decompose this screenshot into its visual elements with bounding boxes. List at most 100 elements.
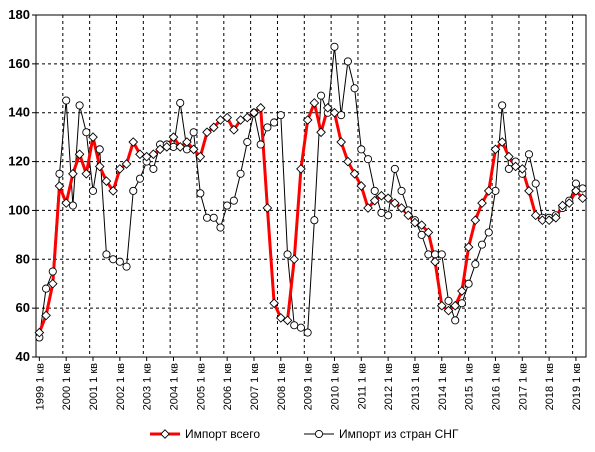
data-point-circle <box>202 213 212 222</box>
data-point-circle <box>384 211 393 220</box>
data-point-circle <box>109 255 118 264</box>
data-point-diamond <box>430 256 440 267</box>
x-tick-label: 2005 1 кв <box>195 363 207 411</box>
x-axis: 1999 1 кв 2000 1 кв 2001 1 кв 2002 1 кв 2003… <box>34 357 583 410</box>
x-tick-label: 2007 1 кв <box>249 363 261 411</box>
data-point-diamond <box>54 181 65 191</box>
data-point-diamond <box>396 203 407 213</box>
data-point-diamond <box>571 186 581 196</box>
data-point-diamond <box>336 137 347 147</box>
data-point-diamond <box>490 144 501 155</box>
data-point-diamond <box>564 198 575 208</box>
x-tick-label: 2006 1 кв <box>222 363 234 411</box>
data-point-circle <box>236 169 245 178</box>
data-point-circle <box>317 91 326 100</box>
data-point-circle <box>417 230 426 239</box>
data-point-circle <box>343 57 352 66</box>
y-tick-label: 180 <box>8 7 30 22</box>
data-point-diamond <box>208 122 219 133</box>
data-point-diamond <box>470 215 481 226</box>
series-line-2 <box>38 46 583 338</box>
data-point-circle <box>68 201 77 210</box>
data-point-diamond <box>41 310 51 321</box>
legend-label-2: Импорт из стран СНГ <box>339 427 459 441</box>
data-point-diamond <box>322 102 333 113</box>
data-point-diamond <box>161 142 172 152</box>
data-point-circle <box>437 250 446 259</box>
data-point-circle <box>88 186 98 195</box>
x-tick-label: 2001 1 кв <box>88 363 100 411</box>
data-point-diamond <box>443 305 454 316</box>
data-point-diamond <box>47 278 58 289</box>
data-point-diamond <box>94 161 105 172</box>
data-point-circle <box>390 164 399 173</box>
x-tick-label: 2013 1 кв <box>410 363 422 411</box>
data-point-diamond <box>68 168 78 179</box>
data-point-diamond <box>329 107 340 118</box>
y-tick-label: 120 <box>8 154 30 169</box>
data-point-diamond <box>249 107 259 118</box>
data-point-circle <box>55 169 64 178</box>
data-point-diamond <box>524 186 534 196</box>
x-tick-label: 2017 1 кв <box>517 363 529 411</box>
data-point-diamond <box>222 112 232 123</box>
data-point-diamond <box>550 212 561 223</box>
data-point-circle <box>424 250 433 259</box>
data-point-circle <box>578 184 587 193</box>
data-point-circle <box>310 216 319 225</box>
data-point-diamond <box>544 215 554 226</box>
data-point-diamond <box>229 124 239 135</box>
data-point-circle <box>471 260 480 269</box>
data-point-diamond <box>363 203 373 213</box>
data-point-diamond <box>175 142 186 152</box>
data-point-diamond <box>74 149 85 160</box>
data-point-circle <box>504 164 513 173</box>
x-tick-label: 1999 1 кв <box>34 363 46 411</box>
data-point-circle <box>189 128 198 137</box>
data-point-circle <box>484 228 493 237</box>
data-point-circle <box>209 213 218 222</box>
data-point-diamond <box>215 115 226 125</box>
data-point-diamond <box>410 217 420 228</box>
data-point-circle <box>276 111 285 120</box>
plot-frame <box>35 14 587 358</box>
x-tick-label: 2018 1 кв <box>544 363 556 411</box>
y-tick-label: 100 <box>8 202 30 217</box>
data-point-circle <box>357 145 366 154</box>
data-point-diamond <box>517 164 528 174</box>
data-point-diamond <box>121 159 132 169</box>
data-point-diamond <box>403 210 414 221</box>
data-point-circle <box>498 101 507 110</box>
data-point-circle <box>216 223 225 232</box>
data-point-circle <box>115 257 124 266</box>
data-point-diamond <box>477 198 487 208</box>
x-tick-label: 2014 1 кв <box>437 363 449 411</box>
data-point-circle <box>531 179 540 188</box>
data-point-circle <box>263 123 272 132</box>
data-point-circle <box>350 84 359 93</box>
y-tick-label: 60 <box>16 300 30 315</box>
data-point-diamond <box>275 313 286 323</box>
data-point-circle <box>270 118 279 127</box>
x-tick-label: 2003 1 кв <box>142 363 154 411</box>
x-tick-label: 2015 1 кв <box>464 363 476 411</box>
data-point-circle <box>477 240 487 249</box>
x-tick-label: 2000 1 кв <box>61 363 73 411</box>
data-point-circle <box>457 299 466 308</box>
data-point-circle <box>223 201 232 210</box>
grid <box>35 14 587 358</box>
x-tick-label: 2008 1 кв <box>276 363 288 411</box>
data-point-circle <box>135 174 145 183</box>
data-point-diamond <box>269 298 279 309</box>
legend-label-1: Импорт всего <box>185 427 260 441</box>
data-point-circle <box>149 164 158 173</box>
series-line-1 <box>37 101 584 334</box>
data-point-diamond <box>423 227 434 238</box>
data-point-diamond <box>282 315 293 326</box>
data-point-circle <box>337 111 346 120</box>
data-point-diamond <box>128 137 139 147</box>
data-point-diamond <box>510 161 521 172</box>
data-point-circle <box>196 189 205 198</box>
data-point-diamond <box>108 186 118 196</box>
data-point-diamond <box>101 176 112 186</box>
